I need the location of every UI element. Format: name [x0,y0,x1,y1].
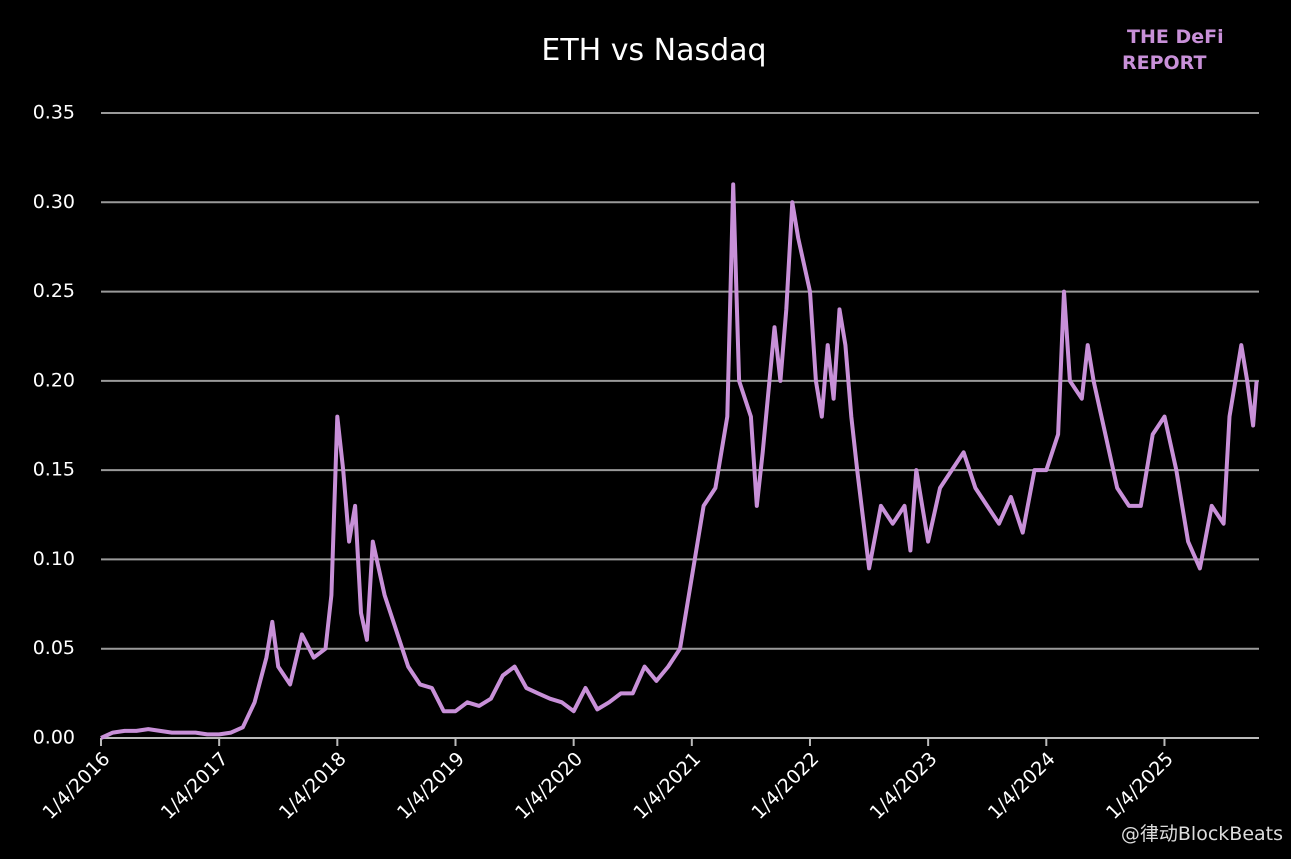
line-series [100,182,1259,740]
y-tick-label: 0.20 [33,369,75,391]
y-tick-label: 0.15 [33,459,75,481]
y-tick-label: 0.10 [33,548,75,570]
chart-title: ETH vs Nasdaq [541,33,766,68]
y-tick-label: 0.05 [33,637,75,659]
y-tick-label: 0.35 [33,102,75,124]
y-tick-label: 0.30 [33,191,75,213]
watermark: @律动BlockBeats [1121,823,1283,845]
logo: REPORT [1122,52,1206,74]
logo: THE DeFi [1127,26,1224,48]
y-tick-label: 0.25 [33,280,75,302]
y-tick-label: 0.00 [33,727,75,749]
